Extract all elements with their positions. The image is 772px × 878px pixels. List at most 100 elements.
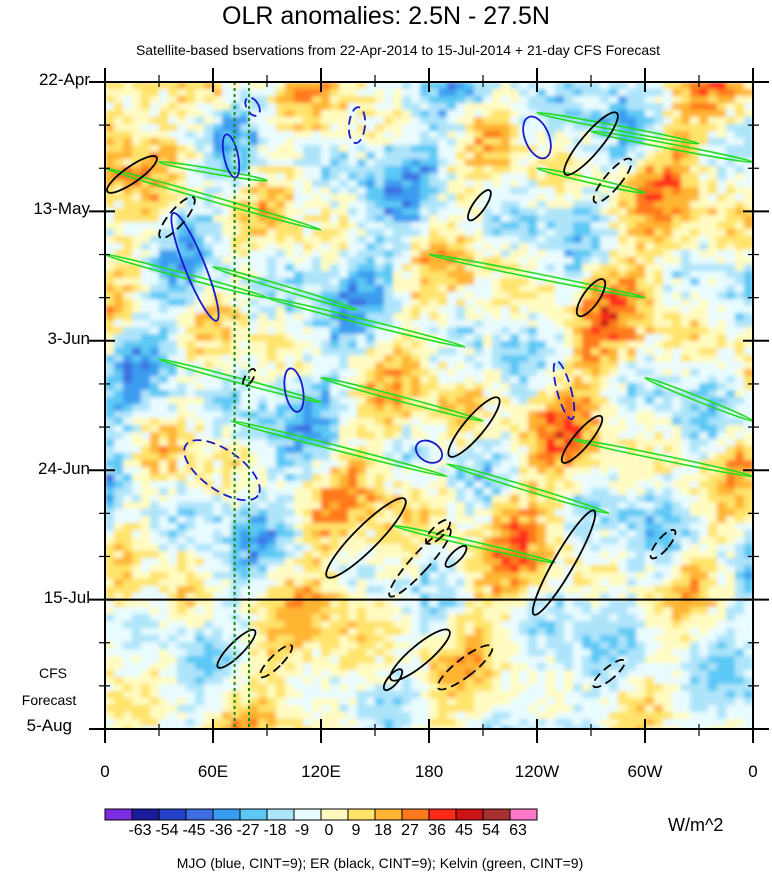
heatmap-cell xyxy=(357,460,367,468)
heatmap-cell xyxy=(483,516,493,524)
heatmap-cell xyxy=(546,341,556,349)
heatmap-cell xyxy=(150,530,160,538)
heatmap-cell xyxy=(690,110,700,118)
heatmap-cell xyxy=(420,138,430,146)
heatmap-cell xyxy=(537,397,547,405)
heatmap-cell xyxy=(717,271,727,279)
heatmap-cell xyxy=(645,96,655,104)
heatmap-cell xyxy=(528,446,538,454)
heatmap-cell xyxy=(564,474,574,482)
heatmap-cell xyxy=(249,89,259,97)
heatmap-cell xyxy=(537,404,547,412)
heatmap-cell xyxy=(159,397,169,405)
heatmap-cell xyxy=(276,306,286,314)
heatmap-cell xyxy=(609,173,619,181)
heatmap-cell xyxy=(627,432,637,440)
heatmap-cell xyxy=(744,222,753,230)
heatmap-cell xyxy=(393,509,403,517)
heatmap-cell xyxy=(681,383,691,391)
heatmap-cell xyxy=(150,82,160,90)
heatmap-cell xyxy=(186,215,196,223)
heatmap-cell xyxy=(357,250,367,258)
heatmap-cell xyxy=(294,82,304,90)
heatmap-cell xyxy=(672,334,682,342)
heatmap-cell xyxy=(285,299,295,307)
heatmap-cell xyxy=(618,145,628,153)
heatmap-cell xyxy=(429,446,439,454)
heatmap-cell xyxy=(402,502,412,510)
heatmap-cell xyxy=(483,166,493,174)
heatmap-cell xyxy=(591,516,601,524)
heatmap-cell xyxy=(222,551,232,559)
heatmap-cell xyxy=(249,376,259,384)
heatmap-cell xyxy=(726,334,736,342)
heatmap-cell xyxy=(141,446,151,454)
heatmap-cell xyxy=(726,208,736,216)
heatmap-cell xyxy=(474,397,484,405)
heatmap-cell xyxy=(465,96,475,104)
heatmap-cell xyxy=(447,264,457,272)
heatmap-cell xyxy=(699,558,709,566)
heatmap-cell xyxy=(240,243,250,251)
heatmap-cell xyxy=(438,117,448,125)
heatmap-cell xyxy=(204,530,214,538)
heatmap-cell xyxy=(402,124,412,132)
heatmap-cell xyxy=(609,117,619,125)
heatmap-cell xyxy=(564,222,574,230)
heatmap-cell xyxy=(330,516,340,524)
heatmap-cell xyxy=(699,103,709,111)
heatmap-cell xyxy=(438,327,448,335)
heatmap-cell xyxy=(672,222,682,230)
heatmap-cell xyxy=(555,390,565,398)
heatmap-cell xyxy=(483,383,493,391)
heatmap-cell xyxy=(465,173,475,181)
heatmap-cell xyxy=(501,460,511,468)
heatmap-cell xyxy=(105,229,115,237)
heatmap-cell xyxy=(357,173,367,181)
heatmap-cell xyxy=(591,89,601,97)
heatmap-cell xyxy=(159,502,169,510)
heatmap-cell xyxy=(600,250,610,258)
heatmap-cell xyxy=(582,544,592,552)
heatmap-cell xyxy=(321,124,331,132)
heatmap-cell xyxy=(186,320,196,328)
heatmap-cell xyxy=(114,145,124,153)
heatmap-cell xyxy=(213,467,223,475)
heatmap-cell xyxy=(186,194,196,202)
heatmap-cell xyxy=(474,187,484,195)
heatmap-cell xyxy=(564,306,574,314)
heatmap-cell xyxy=(609,425,619,433)
heatmap-cell xyxy=(348,383,358,391)
heatmap-cell xyxy=(744,355,753,363)
heatmap-cell xyxy=(114,222,124,230)
heatmap-cell xyxy=(726,376,736,384)
heatmap-cell xyxy=(474,215,484,223)
heatmap-cell xyxy=(645,432,655,440)
heatmap-cell xyxy=(708,390,718,398)
heatmap-cell xyxy=(546,397,556,405)
heatmap-cell xyxy=(393,145,403,153)
heatmap-cell xyxy=(393,138,403,146)
heatmap-cell xyxy=(267,418,277,426)
heatmap-cell xyxy=(339,187,349,195)
heatmap-cell xyxy=(240,292,250,300)
heatmap-cell xyxy=(519,215,529,223)
heatmap-cell xyxy=(105,215,115,223)
heatmap-cell xyxy=(564,502,574,510)
heatmap-cell xyxy=(195,145,205,153)
heatmap-cell xyxy=(294,411,304,419)
heatmap-cell xyxy=(708,369,718,377)
heatmap-cell xyxy=(483,82,493,90)
heatmap-cell xyxy=(672,243,682,251)
heatmap-cell xyxy=(429,243,439,251)
heatmap-cell xyxy=(339,313,349,321)
heatmap-cell xyxy=(654,278,664,286)
heatmap-cell xyxy=(159,250,169,258)
heatmap-cell xyxy=(600,530,610,538)
heatmap-cell xyxy=(420,544,430,552)
heatmap-cell xyxy=(402,320,412,328)
heatmap-cell xyxy=(204,222,214,230)
heatmap-cell xyxy=(132,327,142,335)
heatmap-cell xyxy=(222,243,232,251)
heatmap-cell xyxy=(195,558,205,566)
